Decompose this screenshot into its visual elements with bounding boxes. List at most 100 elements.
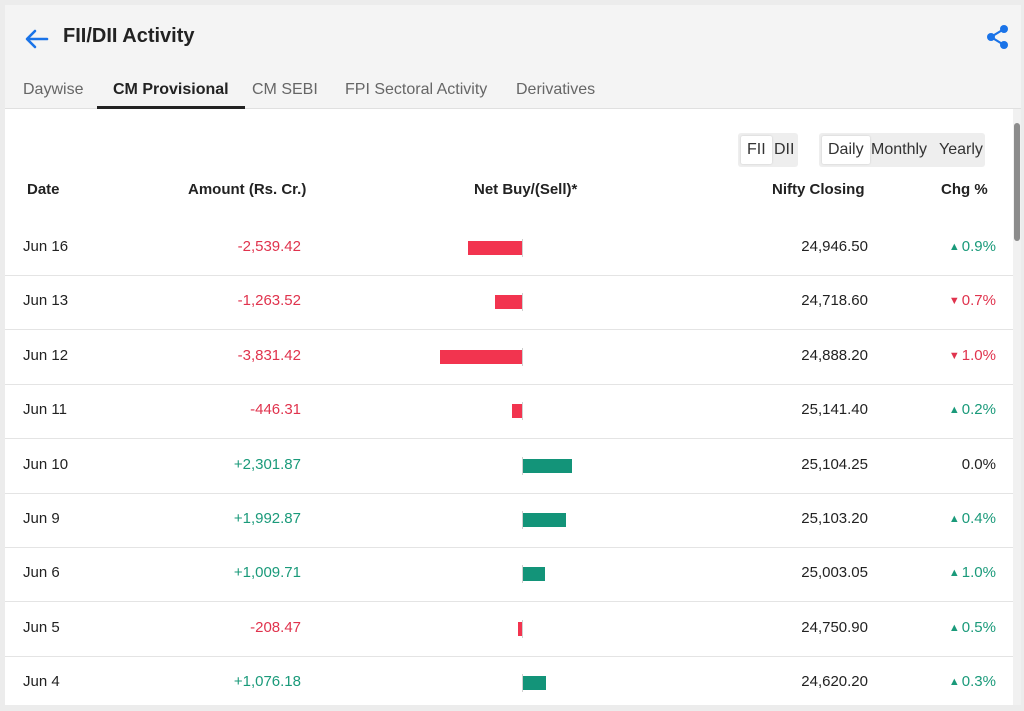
triangle-up-icon: ▲ — [948, 513, 960, 525]
net-sell-bar — [512, 404, 522, 419]
column-header-nifty: Nifty Closing — [772, 181, 865, 198]
table-row: Jun 11 -446.31 25,141.40 ▲ 0.2% — [5, 385, 1013, 440]
top-bar: FII/DII Activity Daywise CM Provisional … — [5, 5, 1021, 109]
tab-derivatives[interactable]: Derivatives — [516, 81, 596, 98]
row-nifty-closing: 24,946.50 — [801, 238, 868, 255]
column-header-chg: Chg % — [941, 181, 988, 198]
triangle-up-icon: ▲ — [948, 676, 960, 689]
column-header-date: Date — [27, 181, 60, 198]
column-header-net: Net Buy/(Sell)* — [474, 181, 578, 198]
row-change: ▲ 0.4% — [949, 510, 996, 527]
triangle-up-icon: ▲ — [948, 241, 960, 253]
toggle-fii[interactable]: FII — [741, 136, 772, 164]
toggle-yearly[interactable]: Yearly — [939, 141, 983, 158]
row-change-value: 0.0% — [961, 455, 996, 473]
row-amount: +1,009.71 — [233, 564, 301, 582]
page-title: FII/DII Activity — [63, 25, 195, 47]
net-buy-bar — [523, 676, 547, 691]
back-button[interactable] — [23, 27, 51, 51]
net-bar-area — [365, 452, 685, 482]
fii-dii-panel: FII/DII Activity Daywise CM Provisional … — [5, 5, 1021, 705]
row-change: ▲ 0.2% — [949, 401, 996, 418]
table-row: Jun 5 -208.47 24,750.90 ▲ 0.5% — [5, 603, 1013, 657]
row-nifty-closing: 24,620.20 — [801, 673, 868, 691]
row-nifty-closing: 25,103.20 — [801, 510, 868, 527]
row-date: Jun 6 — [23, 564, 60, 582]
net-bar-area — [365, 669, 685, 699]
row-change: ▲ 0.5% — [949, 619, 996, 636]
row-nifty-closing: 25,104.25 — [801, 455, 868, 473]
triangle-down-icon: ▼ — [948, 349, 960, 362]
row-nifty-closing: 25,141.40 — [801, 401, 868, 419]
bar-axis — [522, 402, 523, 421]
net-sell-bar — [467, 241, 522, 255]
toggle-dii[interactable]: DII — [774, 141, 795, 158]
net-bar-area — [365, 288, 685, 318]
row-nifty-closing: 25,003.05 — [801, 564, 868, 582]
bar-axis — [522, 293, 523, 312]
net-sell-bar — [494, 295, 522, 310]
triangle-up-icon: ▲ — [948, 621, 960, 634]
scrollbar[interactable] — [1013, 109, 1021, 705]
row-date: Jun 10 — [23, 455, 69, 473]
arrow-left-icon — [25, 29, 49, 49]
net-sell-bar — [517, 621, 522, 636]
net-bar-area — [365, 506, 685, 536]
row-nifty-closing: 24,888.20 — [801, 346, 868, 364]
row-nifty-closing: 24,718.60 — [801, 292, 868, 310]
tab-fpi-sectoral-activity[interactable]: FPI Sectoral Activity — [345, 81, 488, 98]
row-amount: -3,831.42 — [237, 346, 301, 364]
row-amount: -446.31 — [250, 401, 301, 419]
row-change-value: 1.0% — [961, 564, 996, 582]
bar-axis — [522, 347, 523, 366]
row-change-value: 0.9% — [961, 238, 996, 255]
row-date: Jun 9 — [23, 510, 60, 527]
triangle-down-icon: ▼ — [948, 295, 960, 308]
toggle-daily[interactable]: Daily — [822, 136, 870, 164]
row-change-value: 0.2% — [961, 401, 996, 419]
row-date: Jun 12 — [23, 346, 69, 364]
row-amount: +2,301.87 — [233, 455, 301, 473]
tab-cm-provisional[interactable]: CM Provisional — [97, 75, 245, 109]
row-change: ▼ 0.7% — [949, 292, 996, 309]
bar-axis — [522, 239, 523, 257]
table-row: Jun 13 -1,263.52 24,718.60 ▼ 0.7% — [5, 276, 1013, 331]
bar-axis — [522, 511, 523, 529]
row-change-value: 0.5% — [961, 618, 996, 636]
scrollbar-thumb[interactable] — [1014, 123, 1020, 241]
table-row: Jun 12 -3,831.42 24,888.20 ▼ 1.0% — [5, 331, 1013, 385]
net-buy-bar — [523, 458, 573, 473]
table-row: Jun 4 +1,076.18 24,620.20 ▲ 0.3% — [5, 657, 1013, 705]
tab-daywise[interactable]: Daywise — [23, 81, 84, 98]
row-amount: -208.47 — [250, 618, 301, 636]
row-change: ▲ 1.0% — [949, 564, 996, 581]
share-icon — [987, 25, 1008, 49]
row-date: Jun 4 — [23, 673, 60, 691]
bar-axis — [522, 565, 523, 584]
tab-bar: Daywise CM Provisional CM SEBI FPI Secto… — [5, 75, 1021, 109]
row-amount: -1,263.52 — [237, 292, 301, 310]
triangle-up-icon: ▲ — [948, 404, 960, 417]
row-amount: -2,539.42 — [237, 238, 301, 255]
net-bar-area — [365, 560, 685, 590]
table-row: Jun 10 +2,301.87 25,104.25 0.0% — [5, 440, 1013, 494]
row-date: Jun 13 — [23, 292, 69, 310]
toggle-monthly[interactable]: Monthly — [871, 141, 928, 158]
table-row: Jun 9 +1,992.87 25,103.20 ▲ 0.4% — [5, 494, 1013, 548]
share-button[interactable] — [985, 23, 1011, 51]
row-change: ▼ 1.0% — [949, 347, 996, 364]
row-change-value: 0.3% — [961, 673, 996, 691]
period-toggle: Daily Monthly Yearly — [819, 133, 985, 167]
row-date: Jun 5 — [23, 618, 60, 636]
row-date: Jun 11 — [23, 401, 67, 419]
net-bar-area — [365, 397, 685, 427]
net-bar-area — [365, 234, 685, 264]
row-change-value: 0.7% — [961, 292, 996, 310]
row-nifty-closing: 24,750.90 — [801, 618, 868, 636]
row-change-value: 0.4% — [961, 510, 996, 527]
net-sell-bar — [440, 349, 522, 364]
net-buy-bar — [523, 513, 566, 527]
tab-cm-sebi[interactable]: CM SEBI — [252, 81, 318, 98]
row-amount: +1,992.87 — [233, 510, 301, 527]
bar-axis — [522, 619, 523, 638]
